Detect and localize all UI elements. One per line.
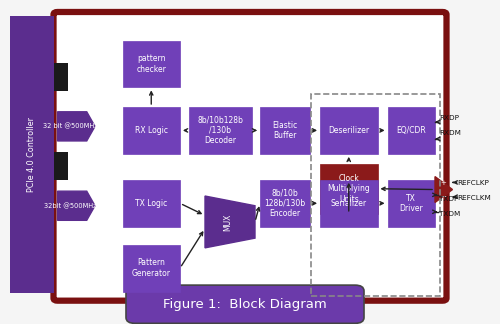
Text: RXDP: RXDP	[439, 115, 459, 121]
Bar	[260, 107, 310, 154]
Text: 32 bit @500MHz: 32 bit @500MHz	[44, 123, 98, 130]
Text: Deserilizer: Deserilizer	[328, 126, 370, 135]
FancyBboxPatch shape	[54, 12, 446, 301]
Text: TX
Driver: TX Driver	[400, 194, 423, 213]
Bar	[320, 164, 378, 214]
Polygon shape	[58, 191, 95, 220]
Text: Figure 1:  Block Diagram: Figure 1: Block Diagram	[163, 298, 327, 311]
Bar	[54, 63, 68, 91]
Text: REFCLKM: REFCLKM	[458, 195, 491, 201]
Text: 8b/10b
128b/130b
Encoder: 8b/10b 128b/130b Encoder	[264, 189, 306, 218]
Text: PCIe 4.0 Controller: PCIe 4.0 Controller	[28, 117, 36, 192]
Text: 32bit @500MHz: 32bit @500MHz	[44, 202, 97, 209]
Text: TX Logic: TX Logic	[135, 199, 168, 208]
Text: 8b/10b128b
/130b
Decoder: 8b/10b128b /130b Decoder	[198, 116, 243, 145]
Bar	[388, 107, 435, 154]
Bar	[189, 107, 252, 154]
Bar	[54, 152, 68, 180]
Text: +: +	[440, 180, 446, 186]
Bar	[122, 107, 180, 154]
Text: EQ/CDR: EQ/CDR	[396, 126, 426, 135]
Text: TXDP: TXDP	[439, 196, 458, 202]
Text: Serializer: Serializer	[330, 199, 367, 208]
Polygon shape	[58, 112, 95, 141]
Text: pattern
checker: pattern checker	[136, 54, 166, 74]
Text: REFCLKP: REFCLKP	[458, 180, 490, 186]
Bar	[260, 180, 310, 227]
Text: Pattern
Generator: Pattern Generator	[132, 259, 171, 278]
Text: −: −	[440, 192, 446, 201]
Text: TXDM: TXDM	[439, 211, 460, 217]
Text: RX Logic: RX Logic	[135, 126, 168, 135]
Polygon shape	[435, 177, 452, 202]
Polygon shape	[205, 196, 255, 248]
Bar	[320, 180, 378, 227]
Bar	[122, 245, 180, 292]
Bar	[388, 180, 435, 227]
Bar	[122, 180, 180, 227]
Bar	[311, 94, 440, 296]
Bar	[122, 40, 180, 87]
Text: Elastic
Buffer: Elastic Buffer	[272, 121, 297, 140]
Text: MUX: MUX	[223, 213, 232, 231]
FancyBboxPatch shape	[126, 285, 364, 323]
Bar	[10, 16, 54, 293]
Bar	[320, 107, 378, 154]
Text: RXDM: RXDM	[439, 131, 461, 136]
Text: Clock
Multiplying
Units: Clock Multiplying Units	[328, 174, 370, 203]
